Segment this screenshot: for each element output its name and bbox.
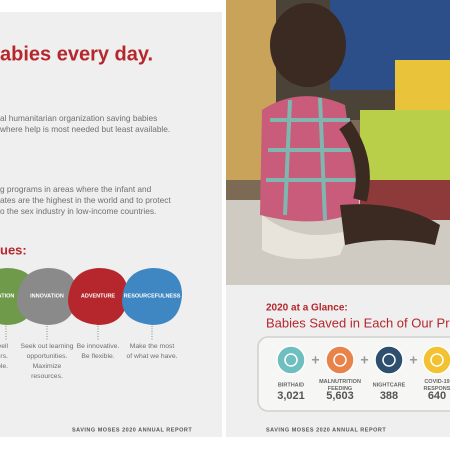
value-description: of what we have. bbox=[126, 353, 177, 360]
value-description: ble. bbox=[0, 363, 8, 370]
value-description: Be innovative. bbox=[77, 343, 120, 350]
paragraph-line: ates are the highest in the world and to… bbox=[0, 195, 171, 205]
program-name: COVID-19 bbox=[424, 379, 449, 385]
value-name: RESOURCEFULNESS bbox=[124, 293, 181, 299]
value-description: Seek out learning bbox=[21, 343, 74, 350]
program-name: MALNUTRITION bbox=[319, 379, 361, 385]
value-description: ers. bbox=[0, 353, 8, 360]
value-name: ADVENTURE bbox=[81, 293, 116, 299]
plus-sign: + bbox=[409, 352, 417, 368]
kicker: 2020 at a Glance: bbox=[266, 303, 348, 314]
value-name: ATION bbox=[0, 293, 14, 299]
value-description: Be flexible. bbox=[81, 353, 114, 360]
plus-sign: + bbox=[311, 352, 319, 368]
paragraph-line: al humanitarian organization saving babi… bbox=[0, 113, 157, 123]
values-heading: ues: bbox=[0, 242, 27, 257]
heading: abies every day. bbox=[0, 43, 153, 65]
value-description: well bbox=[0, 343, 8, 350]
title: Babies Saved in Each of Our Pr bbox=[266, 315, 450, 330]
icon-glyph bbox=[333, 353, 347, 367]
icon-glyph bbox=[430, 353, 444, 367]
program-count: 5,603 bbox=[326, 390, 354, 402]
icon-glyph bbox=[284, 353, 298, 367]
photo bbox=[226, 0, 450, 285]
value-description: resources. bbox=[31, 373, 63, 380]
program-name: NIGHTCARE bbox=[373, 382, 406, 388]
program-name: RESPONS bbox=[424, 386, 450, 392]
value-description: opportunities. bbox=[27, 353, 68, 360]
paragraph-line: o the sex industry in low-income countri… bbox=[0, 206, 156, 216]
footer: SAVING MOSES 2020 ANNUAL REPORT bbox=[266, 427, 386, 433]
program-icon bbox=[325, 345, 355, 375]
program-count: 640 bbox=[428, 390, 446, 402]
value-description: Maximize bbox=[33, 363, 62, 370]
program-icon bbox=[422, 345, 450, 375]
icon-glyph bbox=[382, 353, 396, 367]
value-blob bbox=[68, 268, 128, 325]
program-icon bbox=[374, 345, 404, 375]
paragraph-line: g programs in areas where the infant and bbox=[0, 184, 152, 194]
program-count: 388 bbox=[380, 390, 398, 402]
value-description: Make the most bbox=[130, 343, 175, 350]
value-blob bbox=[17, 268, 77, 325]
program-icon bbox=[276, 345, 306, 375]
paragraph-line: where help is most needed but least avai… bbox=[0, 124, 170, 134]
value-blob bbox=[122, 268, 182, 325]
left-page bbox=[0, 12, 222, 437]
value-name: INNOVATION bbox=[30, 293, 64, 299]
program-name: FEEDING bbox=[328, 386, 352, 392]
program-count: 3,021 bbox=[277, 390, 305, 402]
program-name: BIRTHAID bbox=[278, 382, 304, 388]
plus-sign: + bbox=[360, 352, 368, 368]
footer: SAVING MOSES 2020 ANNUAL REPORT bbox=[72, 427, 192, 433]
